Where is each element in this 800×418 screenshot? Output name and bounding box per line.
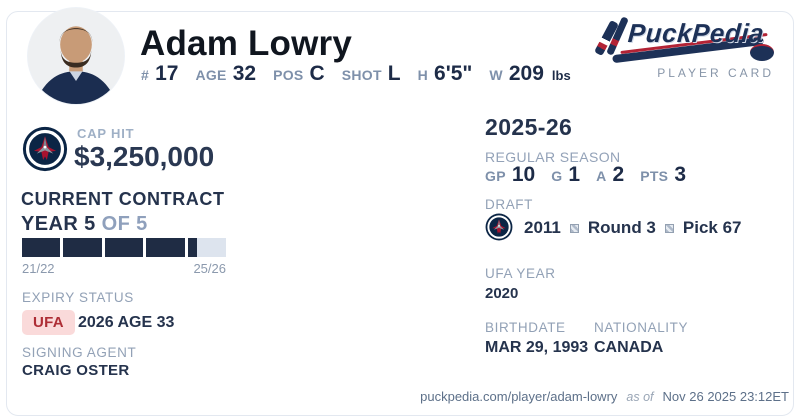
- contract-progress-bar: [22, 238, 227, 257]
- birthdate-value: MAR 29, 1993: [485, 339, 589, 356]
- stat-shot: SHOT L: [342, 62, 401, 86]
- stat-label: POS: [273, 67, 304, 83]
- separator-icon: [664, 223, 674, 233]
- draft-year: 2011: [524, 218, 561, 237]
- ufa-status-badge: UFA: [22, 310, 75, 335]
- cap-hit-value: $3,250,000: [74, 141, 215, 172]
- stat-value: 10: [511, 163, 536, 186]
- draft-label: DRAFT: [485, 197, 533, 212]
- stat-label: PTS: [640, 168, 669, 184]
- contract-year-segment: [63, 238, 102, 257]
- expiry-detail: 2026 AGE 33: [78, 314, 175, 331]
- stat-position: POS C: [273, 62, 325, 86]
- contract-year-segment: [104, 238, 144, 257]
- stat-age: AGE 32: [195, 62, 256, 86]
- contract-year-current: YEAR 5: [21, 213, 96, 235]
- stat-number: # 17: [141, 62, 178, 86]
- player-card: [6, 11, 794, 416]
- contract-bar-labels: 21/22 25/26: [22, 261, 226, 276]
- puckpedia-wordmark: PuckPedia: [626, 18, 766, 48]
- expiry-status-label: EXPIRY STATUS: [22, 290, 134, 305]
- stat-value: 2: [612, 163, 625, 186]
- contract-year-total: OF 5: [101, 213, 148, 235]
- nationality-value: CANADA: [594, 339, 664, 356]
- stat-assists: A 2: [596, 163, 624, 187]
- stat-unit: lbs: [551, 68, 571, 83]
- winnipeg-jets-logo: [485, 213, 513, 241]
- timestamp: Nov 26 2025 23:12ET: [662, 389, 789, 404]
- birthdate-label: BIRTHDATE: [485, 320, 566, 335]
- puckpedia-logo: PuckPedia PLAYER CARD: [594, 12, 776, 82]
- player-card-subtitle: PLAYER CARD: [657, 66, 774, 80]
- stat-label: SHOT: [341, 67, 382, 83]
- stat-points: PTS 3: [640, 163, 686, 187]
- contract-year-segment: [22, 238, 61, 257]
- stat-value: 6'5": [434, 62, 473, 85]
- contract-year-line: YEAR 5 OF 5: [21, 213, 148, 236]
- contract-year-segment: [146, 238, 185, 257]
- contract-end-season: 25/26: [193, 261, 226, 276]
- player-photo-illustration: [28, 8, 124, 104]
- stat-value: C: [309, 62, 325, 85]
- player-photo: [28, 8, 124, 104]
- stat-value: 209: [508, 62, 544, 85]
- draft-round: Round 3: [587, 218, 656, 237]
- draft-pick: Pick 67: [682, 218, 742, 237]
- nationality-label: NATIONALITY: [594, 320, 689, 335]
- season-title: 2025-26: [485, 114, 573, 140]
- stat-height: H 6'5": [418, 62, 473, 86]
- ufa-year-label: UFA YEAR: [485, 266, 556, 281]
- as-of-label: as of: [626, 390, 654, 404]
- stat-label: W: [489, 67, 503, 83]
- stat-value: 32: [232, 62, 257, 85]
- stat-label: AGE: [195, 67, 227, 83]
- stat-label: H: [417, 67, 429, 83]
- contract-start-season: 21/22: [22, 261, 55, 276]
- stat-goals: G 1: [551, 163, 580, 187]
- header-stats: # 17 AGE 32 POS C SHOT L H 6'5" W 209 lb…: [141, 62, 571, 86]
- stat-weight: W 209 lbs: [489, 62, 570, 86]
- signing-agent-label: SIGNING AGENT: [22, 345, 137, 360]
- player-name: Adam Lowry: [140, 24, 353, 63]
- footer: puckpedia.com/player/adam-lowry as of No…: [420, 389, 789, 404]
- stat-value: 1: [568, 163, 581, 186]
- stat-value: 3: [674, 163, 687, 186]
- current-contract-title: CURRENT CONTRACT: [21, 189, 225, 209]
- winnipeg-jets-logo: [22, 126, 68, 172]
- draft-details: 2011 Round 3 Pick 67: [524, 218, 742, 238]
- cap-hit-label: CAP HIT: [77, 126, 135, 141]
- regular-season-label: REGULAR SEASON: [485, 149, 621, 165]
- stat-gp: GP 10: [485, 163, 535, 187]
- stat-value: 17: [155, 62, 179, 85]
- puck-icon: [750, 44, 774, 61]
- stat-label: A: [596, 168, 607, 184]
- stat-label: #: [141, 67, 150, 83]
- stat-value: L: [387, 62, 401, 85]
- signing-agent-name: CRAIG OSTER: [22, 362, 130, 379]
- contract-year-segment: [187, 238, 227, 257]
- player-url-link[interactable]: puckpedia.com/player/adam-lowry: [420, 389, 618, 404]
- stat-label: GP: [485, 168, 506, 184]
- ufa-year-value: 2020: [485, 285, 519, 302]
- season-stats: GP 10 G 1 A 2 PTS 3: [485, 163, 686, 187]
- separator-icon: [569, 223, 579, 233]
- stat-label: G: [551, 168, 563, 184]
